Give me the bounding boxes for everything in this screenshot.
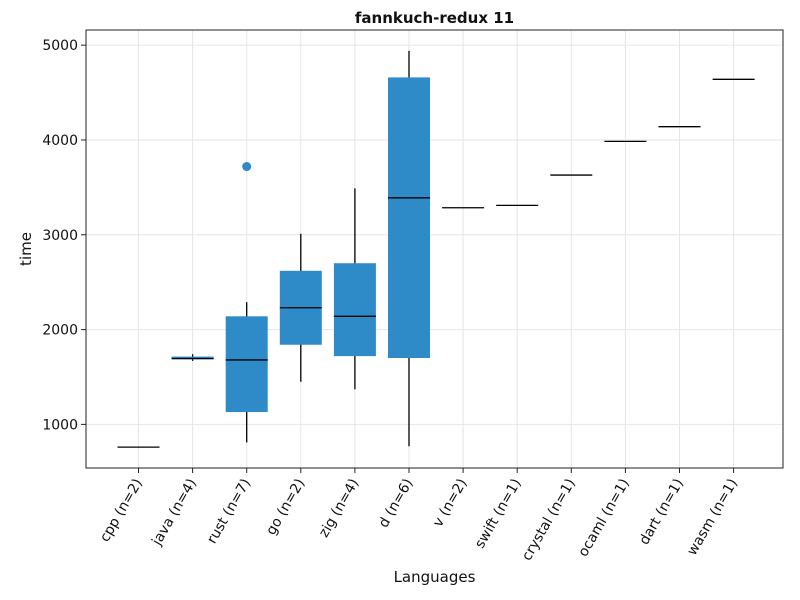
y-axis-label: time [17,232,35,266]
plot-frame [85,29,784,469]
y-axis-ticks: 1000 2000 3000 4000 5000 [42,38,86,433]
y-tick-label: 4000 [42,133,78,149]
y-tick-label: 5000 [42,38,78,54]
chart-title: fannkuch-redux 11 [355,9,514,27]
vertical-gridlines [138,30,735,468]
horizontal-gridlines [86,44,783,425]
outlier-point [242,162,252,172]
box [388,77,430,359]
box-series [117,50,755,448]
box [225,316,268,413]
box [333,263,376,357]
x-axis-label: Languages [394,568,476,586]
y-tick-label: 3000 [42,228,78,244]
y-tick-label: 2000 [42,323,78,339]
y-tick-label: 1000 [42,417,78,433]
